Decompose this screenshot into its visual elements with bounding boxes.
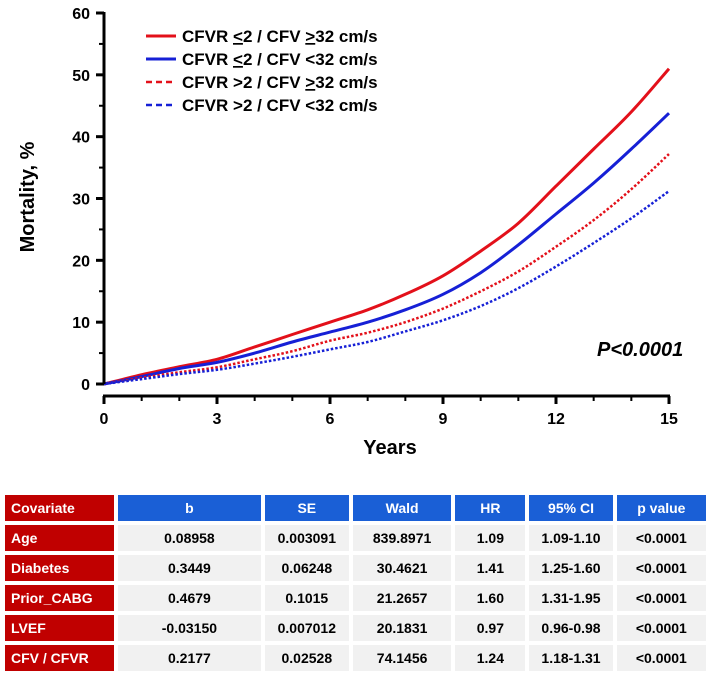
header-wald: Wald	[351, 494, 453, 522]
cell-ci: 1.31-1.95	[528, 584, 614, 612]
table-header-row: Covariate b SE Wald HR 95% CI p value	[4, 494, 707, 522]
legend-label-1: CFVR <2 / CFV >32 cm/s	[182, 27, 378, 46]
cell-p-value: <0.0001	[615, 584, 707, 612]
header-b: b	[116, 494, 262, 522]
y-tick-label: 50	[72, 68, 90, 85]
cell-hr: 1.24	[454, 644, 527, 672]
x-tick-label: 0	[100, 411, 109, 428]
cell-ci: 1.09-1.10	[528, 524, 614, 552]
cell-p-value: <0.0001	[615, 614, 707, 642]
cell-wald: 839.8971	[351, 524, 453, 552]
cell-se: 0.06248	[263, 554, 350, 582]
row-label: Prior_CABG	[4, 584, 115, 612]
row-label: Age	[4, 524, 115, 552]
y-tick-label: 0	[81, 377, 90, 394]
mortality-chart: 0 10 20 30 40 50 60 0 3 6 9 12 15 CFVR <2 / CFV >32 …	[17, 6, 683, 459]
cell-ci: 1.25-1.60	[528, 554, 614, 582]
cell-ci: 0.96-0.98	[528, 614, 614, 642]
cell-wald: 30.4621	[351, 554, 453, 582]
cell-p-value: <0.0001	[615, 524, 707, 552]
x-tick-label: 3	[213, 411, 222, 428]
table-row: Diabetes 0.3449 0.06248 30.4621 1.41 1.2…	[4, 554, 707, 582]
table-row: Prior_CABG 0.4679 0.1015 21.2657 1.60 1.…	[4, 584, 707, 612]
cell-b: -0.03150	[116, 614, 262, 642]
cell-wald: 21.2657	[351, 584, 453, 612]
series-line-1	[103, 67, 671, 386]
cell-hr: 1.09	[454, 524, 527, 552]
header-covariate: Covariate	[4, 494, 115, 522]
header-ci: 95% CI	[528, 494, 614, 522]
y-tick-label: 10	[72, 315, 90, 332]
cell-p-value: <0.0001	[615, 644, 707, 672]
cell-wald: 74.1456	[351, 644, 453, 672]
cell-b: 0.3449	[116, 554, 262, 582]
cell-hr: 1.60	[454, 584, 527, 612]
table-row: CFV / CFVR 0.2177 0.02528 74.1456 1.24 1…	[4, 644, 707, 672]
p-value-annotation: P<0.0001	[597, 339, 683, 361]
header-hr: HR	[454, 494, 527, 522]
row-label: CFV / CFVR	[4, 644, 115, 672]
header-p-value: p value	[615, 494, 707, 522]
cell-p-value: <0.0001	[615, 554, 707, 582]
cell-hr: 1.41	[454, 554, 527, 582]
cell-se: 0.02528	[263, 644, 350, 672]
cell-hr: 0.97	[454, 614, 527, 642]
x-tick-label: 6	[326, 411, 335, 428]
y-axis-title: Mortality, %	[17, 141, 39, 252]
y-tick-label: 60	[72, 6, 90, 23]
cox-regression-table: Covariate b SE Wald HR 95% CI p value Ag…	[2, 492, 709, 674]
x-tick-label: 12	[547, 411, 565, 428]
cell-ci: 1.18-1.31	[528, 644, 614, 672]
cell-se: 0.007012	[263, 614, 350, 642]
y-tick-label: 20	[72, 253, 90, 270]
series-line-4	[103, 190, 670, 386]
x-tick-label: 9	[439, 411, 448, 428]
cell-b: 0.2177	[116, 644, 262, 672]
y-tick-label: 30	[72, 192, 90, 209]
legend-label-2: CFVR <2 / CFV <32 cm/s	[182, 50, 378, 69]
row-label: Diabetes	[4, 554, 115, 582]
y-tick-label: 40	[72, 130, 90, 147]
table-row: Age 0.08958 0.003091 839.8971 1.09 1.09-…	[4, 524, 707, 552]
cell-b: 0.08958	[116, 524, 262, 552]
x-axis-title: Years	[363, 437, 416, 459]
row-label: LVEF	[4, 614, 115, 642]
table-row: LVEF -0.03150 0.007012 20.1831 0.97 0.96…	[4, 614, 707, 642]
cell-se: 0.1015	[263, 584, 350, 612]
cell-se: 0.003091	[263, 524, 350, 552]
series-line-3	[103, 153, 670, 386]
header-se: SE	[263, 494, 350, 522]
legend-label-3: CFVR >2 / CFV >32 cm/s	[182, 73, 378, 92]
series-line-2	[103, 112, 671, 386]
cell-b: 0.4679	[116, 584, 262, 612]
legend-label-4: CFVR >2 / CFV <32 cm/s	[182, 96, 378, 115]
x-tick-label: 15	[660, 411, 678, 428]
cell-wald: 20.1831	[351, 614, 453, 642]
